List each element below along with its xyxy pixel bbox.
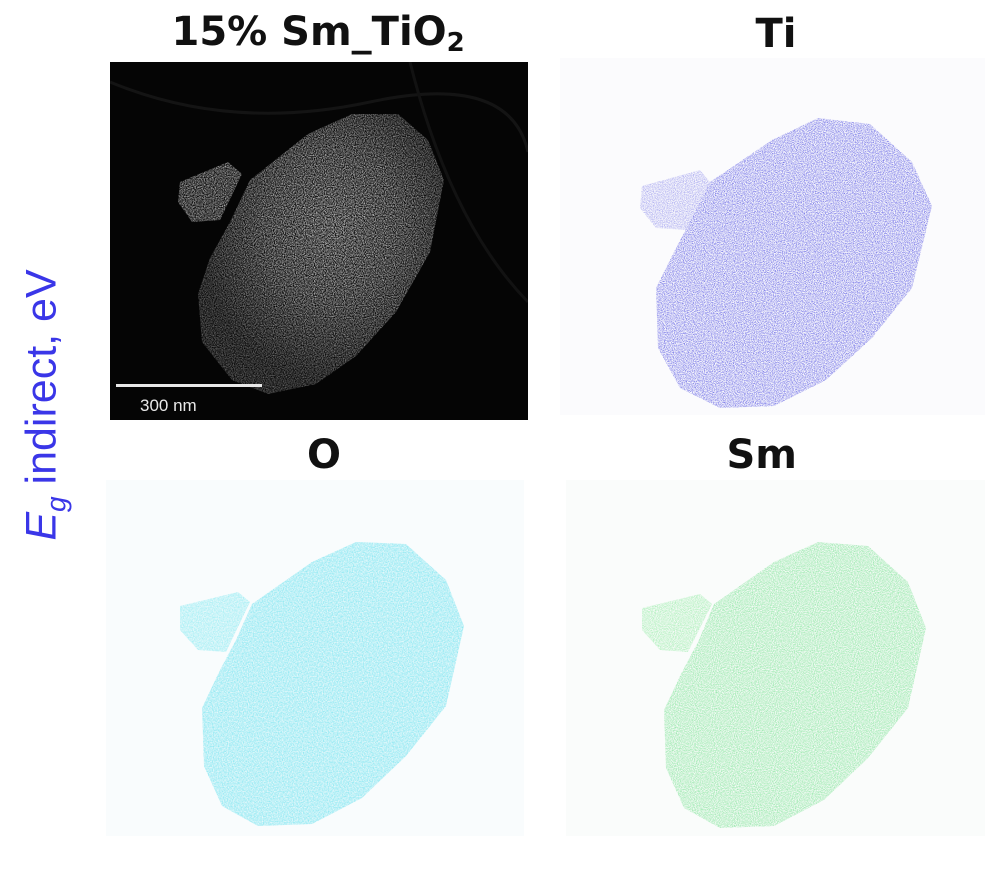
haadf-image bbox=[110, 62, 528, 420]
panel-title-sm: Sm bbox=[726, 432, 798, 478]
side-label-text: indirect, eV bbox=[17, 269, 66, 497]
scale-bar bbox=[116, 384, 262, 387]
side-label-symbol: E bbox=[17, 511, 66, 541]
side-label: Eg indirect, eV bbox=[18, 269, 73, 540]
sm-map-graphic bbox=[642, 542, 926, 828]
panel-title-ti: Ti bbox=[755, 11, 797, 57]
sm-map-image bbox=[566, 480, 985, 836]
scale-bar-label: 300 nm bbox=[140, 396, 197, 415]
ti-map-image bbox=[560, 58, 985, 415]
haadf-image-graphic bbox=[110, 62, 528, 394]
o-map-image bbox=[106, 480, 524, 836]
o-map-graphic bbox=[180, 542, 464, 826]
panel-title-haadf-sub: 2 bbox=[446, 28, 465, 58]
panel-title-haadf: 15% Sm_TiO2 bbox=[171, 9, 465, 56]
side-label-subscript: g bbox=[40, 496, 72, 512]
panel-title-haadf-main: 15% Sm_TiO bbox=[171, 9, 447, 55]
panel-title-o: O bbox=[307, 432, 342, 478]
ti-map-graphic bbox=[640, 118, 932, 408]
